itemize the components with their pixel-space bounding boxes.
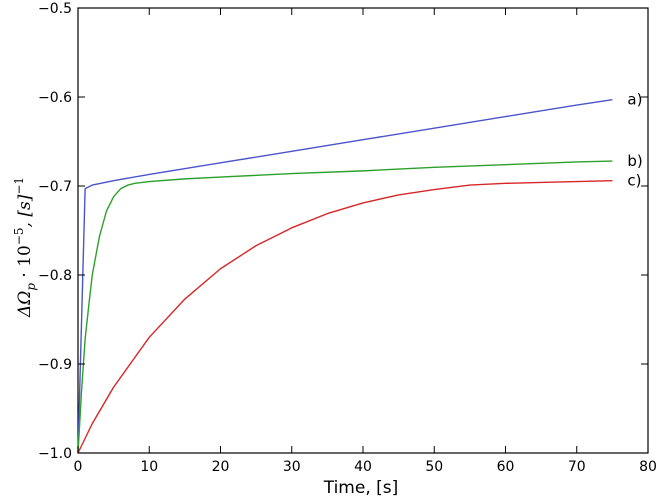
- series-label-1: a): [627, 91, 642, 109]
- plot-area: [77, 7, 649, 454]
- series-line-2: [77, 160, 613, 454]
- x-tick-label: 40: [354, 459, 372, 475]
- series-layer: [77, 98, 613, 454]
- ticks-layer: 0 10 20 30 40 50 60 70 80 −1.0 −0.9 −0.8 −0.7 −0.6 −0.…: [38, 1, 657, 475]
- y-tick-label: −0.9: [38, 357, 72, 373]
- x-tick-label: 60: [497, 459, 515, 475]
- y-tick-label: −0.7: [38, 179, 72, 195]
- y-axis-title-main: ΔΩ: [15, 291, 35, 318]
- x-tick-label: 50: [425, 459, 443, 475]
- y-axis-title-exp: −5: [12, 227, 26, 245]
- y-axis-title-sub: p: [24, 283, 38, 291]
- y-axis-title-unit-exp: −1: [12, 177, 26, 195]
- x-tick-label: 70: [568, 459, 586, 475]
- x-tick-label: 80: [639, 459, 657, 475]
- series-label-3: c): [627, 172, 641, 190]
- y-axis-title: ΔΩp · 10−5, [s]−1: [12, 177, 38, 318]
- series-line-3: [77, 179, 613, 454]
- y-tick-label: −0.5: [38, 1, 72, 17]
- x-tick-label: 30: [283, 459, 301, 475]
- x-tick-label: 10: [140, 459, 158, 475]
- y-tick-label: −0.8: [38, 268, 72, 284]
- x-tick-label: 20: [212, 459, 230, 475]
- series-labels: a) b) c): [627, 91, 642, 190]
- series-line-1: [77, 98, 613, 454]
- y-tick-label: −0.6: [38, 90, 72, 106]
- series-label-2: b): [627, 152, 642, 170]
- y-axis-title-unit: , [s]: [15, 194, 35, 227]
- x-tick-label: 0: [74, 459, 83, 475]
- y-tick-label: −1.0: [38, 446, 72, 462]
- plot-frame: [77, 7, 649, 454]
- x-axis-title: Time, [s]: [323, 478, 399, 498]
- y-axis-title-dot: · 10: [15, 245, 35, 283]
